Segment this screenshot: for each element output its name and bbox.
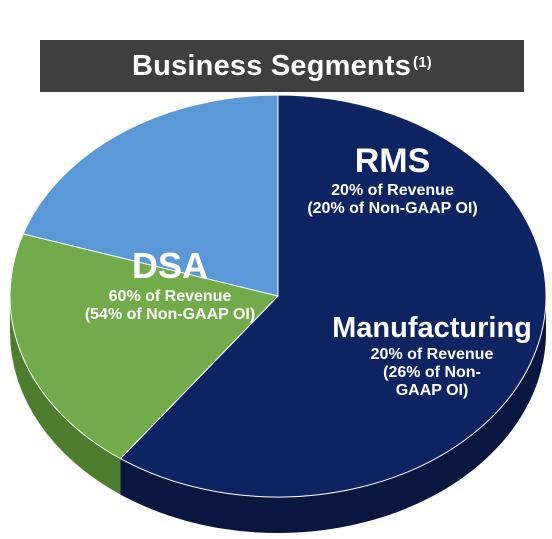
slice-name-dsa: DSA — [131, 245, 208, 286]
slice-label-dsa: DSA 60% of Revenue (54% of Non-GAAP OI) — [55, 245, 285, 324]
slice-side-rms — [10, 296, 121, 495]
slice-oi-rms: (20% of Non-GAAP OI) — [307, 199, 478, 217]
slice-side-dsa — [120, 296, 546, 533]
slice-oi-manufacturing-line1: (26% of Non- — [383, 364, 481, 382]
slice-name-manufacturing: Manufacturing — [332, 312, 532, 344]
chart-title-text: Business Segments — [132, 49, 412, 82]
slice-revenue-rms: 20% of Revenue — [331, 182, 454, 200]
slice-revenue-dsa: 60% of Revenue — [108, 288, 232, 306]
slice-manufacturing — [22, 94, 279, 297]
chart-title-footnote: (1) — [413, 53, 432, 71]
pie-slices — [9, 94, 547, 498]
slice-dsa — [119, 94, 547, 498]
slice-revenue-manufacturing: 20% of Revenue — [370, 346, 494, 364]
slice-oi-manufacturing-line2: GAAP OI) — [395, 382, 469, 400]
slice-label-manufacturing: Manufacturing 20% of Revenue (26% of Non… — [312, 312, 552, 400]
slice-oi-dsa: (54% of Non-GAAP OI) — [84, 306, 256, 324]
slice-label-rms: RMS 20% of Revenue (20% of Non-GAAP OI) — [270, 142, 515, 218]
slice-rms — [9, 233, 279, 460]
chart-title: Business Segments (1) — [40, 40, 524, 92]
pie-depth — [10, 296, 546, 533]
slice-name-rms: RMS — [354, 142, 431, 180]
